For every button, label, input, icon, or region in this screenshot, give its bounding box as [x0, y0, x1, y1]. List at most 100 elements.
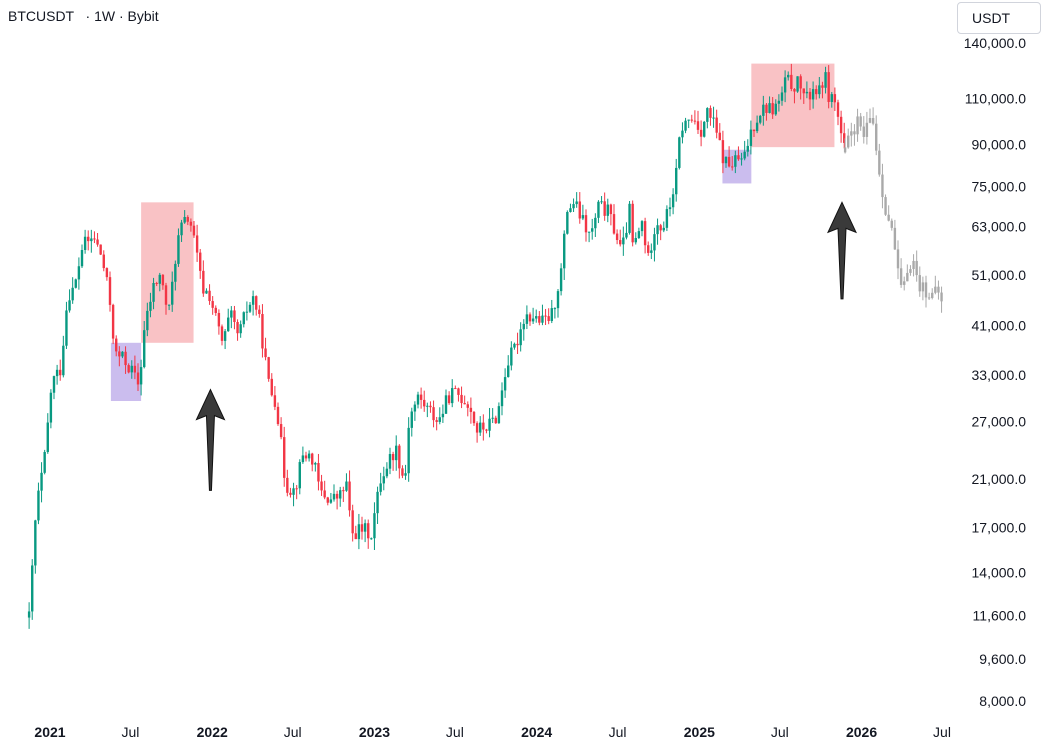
- candle-body: [612, 214, 616, 234]
- candle-body: [634, 238, 637, 243]
- candle-body: [581, 215, 585, 219]
- annotation-arrows: [195, 201, 857, 491]
- sell-zone-box: [141, 202, 194, 343]
- candle-body: [482, 422, 485, 430]
- candle-body: [550, 308, 553, 321]
- candle-body: [304, 455, 308, 459]
- candle-body: [500, 390, 504, 407]
- candle-body: [329, 499, 333, 503]
- price-tick-label: 8,000.0: [979, 693, 1026, 709]
- candle-body: [475, 423, 479, 433]
- currency-button[interactable]: USDT: [957, 2, 1041, 34]
- candle-body: [444, 395, 448, 414]
- candle-body: [457, 388, 460, 395]
- candle-body: [451, 388, 454, 404]
- candle-body: [755, 122, 759, 132]
- candle-body: [211, 301, 214, 308]
- candle-body: [314, 463, 317, 465]
- candle-body: [407, 427, 410, 474]
- candle-body: [136, 372, 140, 385]
- candle-body: [255, 296, 258, 310]
- candle-body: [865, 122, 869, 137]
- candle-body: [77, 266, 81, 280]
- candle-body: [563, 233, 566, 269]
- price-tick-label: 90,000.0: [972, 137, 1027, 153]
- candle-body: [248, 304, 252, 312]
- candle-body: [46, 422, 49, 452]
- buy-zone-box: [722, 149, 752, 184]
- candle-body: [317, 463, 320, 482]
- price-axis[interactable]: 140,000.0 110,000.0 90,000.0 75,000.0 63,000…: [964, 35, 1027, 709]
- candle-body: [391, 454, 395, 461]
- candle-body: [264, 348, 267, 358]
- candle-body: [915, 260, 918, 276]
- candle-body: [370, 538, 373, 540]
- candle-body: [931, 292, 934, 298]
- candle-body: [868, 118, 872, 123]
- time-tick-label: 2023: [359, 724, 390, 740]
- candle-body: [681, 130, 684, 138]
- candle-body: [447, 395, 451, 404]
- candle-body: [783, 77, 787, 93]
- interval-label: 1W: [94, 8, 116, 24]
- candle-body: [485, 429, 488, 431]
- candle-body: [292, 488, 295, 495]
- candle-body: [899, 268, 903, 285]
- candle-body: [239, 324, 242, 334]
- candle-body: [217, 312, 221, 327]
- time-axis[interactable]: 2021 Jul 2022 Jul 2023 Jul 2024 Jul 2025 Jul 2026 J…: [34, 724, 951, 740]
- candle-body: [703, 121, 706, 137]
- candle-body: [65, 310, 68, 346]
- candle-body: [830, 94, 833, 102]
- candle-body: [643, 221, 647, 246]
- candle-body: [335, 493, 339, 499]
- candle-body: [768, 103, 771, 113]
- symbol-title[interactable]: BTCUSDT · 1W · Bybit: [8, 8, 159, 24]
- candle-body: [847, 135, 850, 148]
- candle-body: [566, 211, 569, 234]
- candle-body: [161, 274, 165, 286]
- candle-body: [376, 491, 379, 514]
- candle-body: [839, 116, 843, 134]
- candle-body: [149, 301, 152, 311]
- candle-body: [893, 227, 897, 250]
- price-tick-label: 9,600.0: [979, 651, 1026, 667]
- candle-body: [83, 236, 87, 250]
- candle-body: [385, 468, 389, 477]
- candle-body: [227, 317, 230, 332]
- candle-body: [270, 378, 273, 396]
- candle-body: [721, 140, 725, 164]
- candle-body: [665, 209, 669, 228]
- candle-body: [622, 237, 625, 245]
- candle-body: [600, 201, 603, 203]
- time-tick-label: Jul: [771, 724, 789, 740]
- candle-body: [940, 292, 943, 302]
- candle-body: [808, 91, 812, 100]
- candle-body: [276, 406, 280, 425]
- candle-body: [821, 85, 824, 88]
- candle-body: [289, 492, 292, 495]
- candle-body: [74, 279, 77, 288]
- candle-body: [572, 204, 575, 209]
- candle-body: [339, 490, 342, 499]
- candle-body: [118, 351, 121, 357]
- time-tick-label: Jul: [284, 724, 302, 740]
- candle-body: [419, 394, 423, 400]
- candle-body: [202, 270, 205, 294]
- candle-body: [927, 297, 931, 299]
- candle-body: [516, 343, 519, 346]
- candle-body: [395, 445, 398, 461]
- candle-body: [774, 103, 777, 115]
- candle-body: [921, 282, 925, 292]
- candle-body: [853, 131, 856, 135]
- candle-body: [357, 524, 361, 540]
- candle-body: [640, 221, 644, 232]
- candle-body: [522, 323, 525, 330]
- time-tick-label: Jul: [121, 724, 139, 740]
- candle-body: [242, 312, 245, 325]
- price-tick-label: 110,000.0: [965, 90, 1026, 106]
- candle-body: [531, 318, 535, 322]
- candle-body: [102, 254, 105, 269]
- candle-body: [752, 129, 756, 132]
